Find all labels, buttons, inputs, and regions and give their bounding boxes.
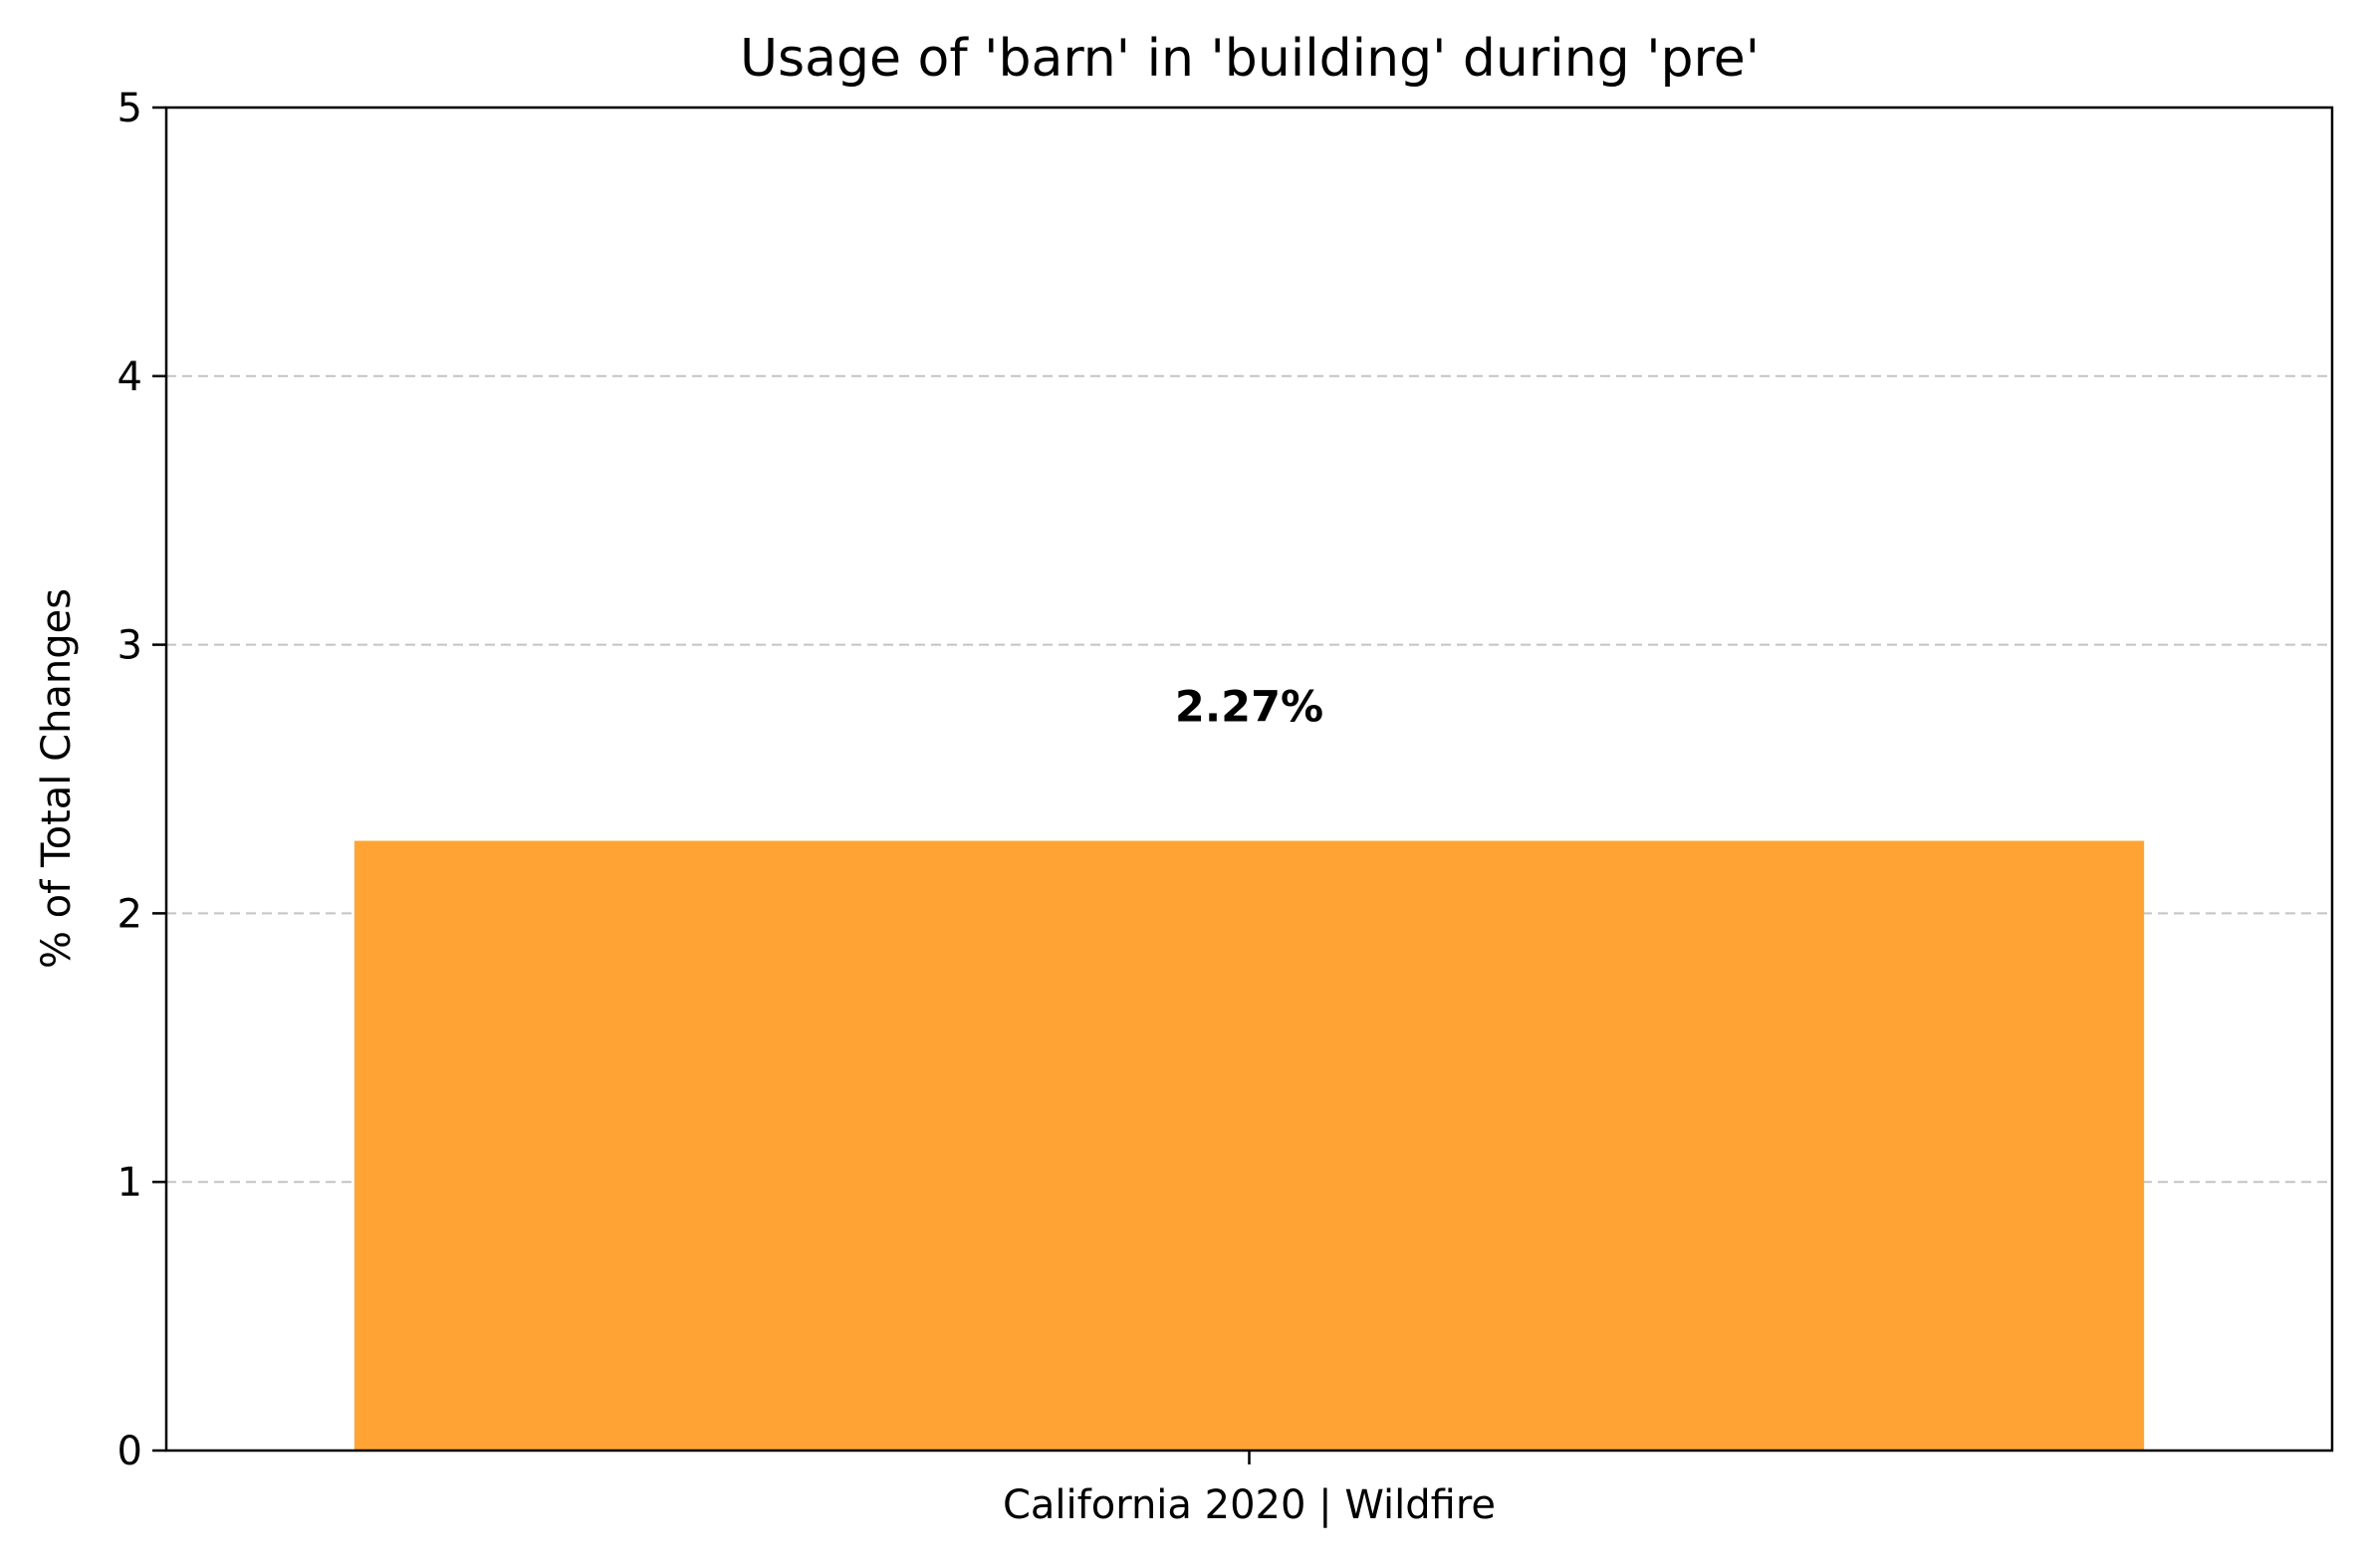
label-layer: 2.27% [1175, 683, 1323, 733]
bar-value-label: 2.27% [1175, 683, 1323, 733]
y-tick-label: 4 [118, 354, 142, 400]
bar [354, 840, 2145, 1451]
y-tick-label: 0 [118, 1429, 142, 1474]
bar-layer [354, 840, 2145, 1451]
y-axis-label: % of Total Changes [34, 588, 80, 969]
y-tick-label: 5 [118, 86, 142, 131]
chart-title: Usage of 'barn' in 'building' during 'pr… [740, 29, 1760, 89]
y-tick-label: 1 [118, 1160, 142, 1206]
x-axis: California 2020 | Wildfire [1003, 1451, 1496, 1528]
x-tick-label: California 2020 | Wildfire [1003, 1482, 1496, 1528]
y-axis: 0 1 2 3 4 5 [118, 86, 166, 1474]
y-tick-label: 3 [118, 623, 142, 669]
y-tick-label: 2 [118, 891, 142, 937]
